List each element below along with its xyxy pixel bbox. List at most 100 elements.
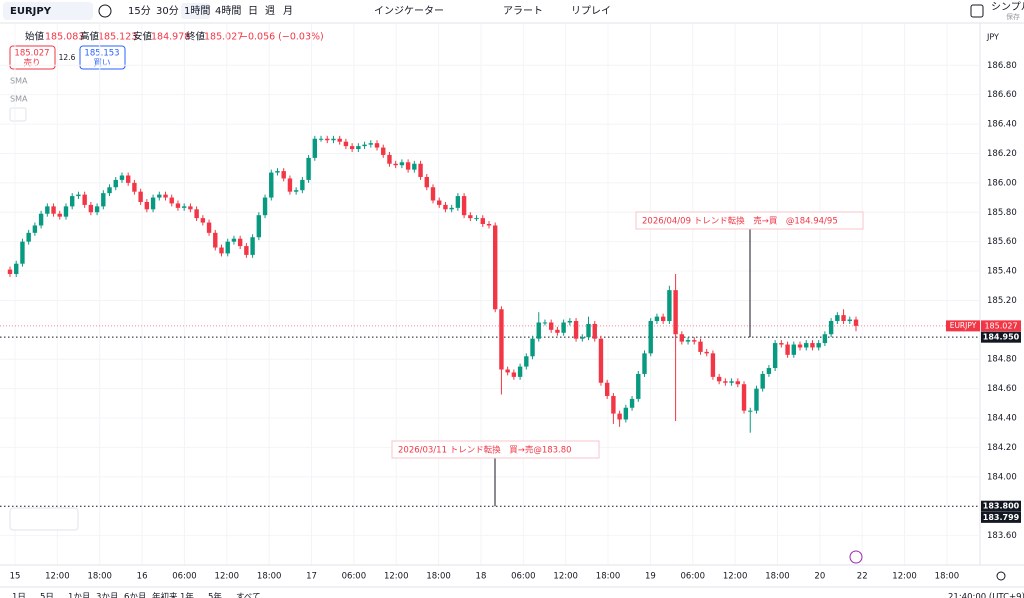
simple-button[interactable]: シンプル bbox=[991, 1, 1024, 13]
range-button[interactable]: 5日 bbox=[40, 593, 54, 598]
annotation-box bbox=[391, 440, 600, 459]
symbol-badge bbox=[946, 320, 980, 332]
sell-button[interactable] bbox=[9, 45, 56, 70]
candle-body bbox=[698, 341, 703, 352]
y-tick-label: 184.40 bbox=[987, 414, 1017, 424]
candle-body bbox=[368, 143, 373, 145]
candle-body bbox=[262, 197, 268, 216]
indicator-label[interactable]: SMA bbox=[10, 95, 28, 104]
level-label: 184.950 bbox=[983, 333, 1020, 342]
candle-body bbox=[461, 196, 467, 216]
interval[interactable]: 30分 bbox=[156, 5, 179, 17]
candle-body bbox=[250, 237, 255, 255]
candle-body bbox=[237, 238, 243, 247]
candle-body bbox=[692, 340, 697, 342]
symbol[interactable]: EURJPY bbox=[10, 6, 52, 17]
x-tick-label: 18:00 bbox=[87, 572, 112, 582]
candle-body bbox=[337, 138, 342, 142]
candle-body bbox=[667, 290, 672, 322]
interval[interactable]: 日 bbox=[248, 6, 258, 17]
candle-body bbox=[293, 190, 299, 192]
candle-body bbox=[835, 315, 840, 322]
candle-body bbox=[654, 316, 660, 322]
buy-price[interactable]: 185.153 bbox=[84, 49, 119, 59]
collapse-button[interactable] bbox=[9, 107, 27, 122]
candle-body bbox=[287, 178, 293, 192]
sell-price[interactable]: 185.027 bbox=[14, 49, 49, 59]
candle-body bbox=[511, 372, 517, 377]
candle-body bbox=[437, 200, 442, 205]
replay-button[interactable]: リプレイ bbox=[571, 5, 611, 17]
candle-body bbox=[455, 196, 461, 208]
x-tick-label: 12:00 bbox=[45, 572, 70, 582]
x-tick-label: 12:00 bbox=[892, 572, 917, 582]
candle-body bbox=[629, 398, 635, 408]
sell-label[interactable]: 売り bbox=[23, 58, 40, 69]
range-button[interactable]: 1年 bbox=[180, 592, 194, 598]
candle-body bbox=[853, 319, 859, 326]
y-tick-label: 185.40 bbox=[987, 267, 1017, 277]
candle-body bbox=[418, 163, 423, 177]
spread: 12.6 bbox=[59, 53, 76, 62]
legend-label: 高値 bbox=[80, 31, 100, 43]
candle-body bbox=[393, 163, 398, 166]
range-button[interactable]: 年初来 bbox=[152, 592, 178, 598]
candle-body bbox=[244, 246, 249, 255]
save-button[interactable]: 保存 bbox=[1006, 12, 1020, 21]
interval[interactable]: 1時間 bbox=[184, 5, 210, 17]
candle-body bbox=[300, 179, 305, 191]
x-tick-label: 18:00 bbox=[935, 572, 960, 582]
candle-body bbox=[679, 334, 685, 342]
range-button[interactable]: 1か月 bbox=[68, 593, 90, 598]
interval[interactable]: 4時間 bbox=[215, 5, 241, 17]
interval[interactable]: 週 bbox=[265, 5, 275, 17]
candle-body bbox=[474, 218, 479, 220]
y-tick-label: 186.20 bbox=[987, 149, 1017, 159]
x-tick-label: 12:00 bbox=[723, 572, 748, 582]
candle-body bbox=[101, 193, 106, 207]
symbol-box[interactable] bbox=[3, 2, 93, 20]
candle-body bbox=[32, 225, 38, 233]
buy-button[interactable] bbox=[79, 45, 126, 70]
candle-body bbox=[797, 344, 803, 348]
range-button[interactable]: 5年 bbox=[208, 592, 222, 598]
y-tick-label: 184.20 bbox=[987, 443, 1017, 453]
range-button[interactable]: 1日 bbox=[12, 593, 26, 598]
candle-body bbox=[20, 241, 25, 264]
y-tick-label: 186.00 bbox=[987, 178, 1017, 188]
interval[interactable]: 月 bbox=[283, 5, 293, 17]
candle-body bbox=[206, 222, 212, 233]
candle-body bbox=[331, 138, 336, 141]
candle-body bbox=[88, 204, 94, 213]
level-label: 183.800 bbox=[983, 502, 1020, 511]
range-button[interactable]: すべて bbox=[236, 593, 261, 598]
indicators-button[interactable]: インジケーター bbox=[374, 5, 444, 17]
candle-body bbox=[76, 194, 81, 197]
range-button[interactable]: 3か月 bbox=[96, 593, 118, 598]
level-label: 183.799 bbox=[983, 513, 1020, 522]
last-price-badge bbox=[981, 320, 1021, 332]
candle-body bbox=[144, 201, 150, 210]
candle-body bbox=[785, 344, 790, 355]
interval[interactable]: 15分 bbox=[128, 5, 151, 17]
candle-body bbox=[791, 344, 796, 355]
add-symbol[interactable] bbox=[98, 4, 112, 18]
settings-icon[interactable] bbox=[996, 571, 1006, 581]
checkbox[interactable] bbox=[970, 4, 984, 18]
alert-button[interactable]: アラート bbox=[503, 5, 543, 17]
candle-body bbox=[847, 319, 852, 322]
news-icon[interactable] bbox=[849, 550, 863, 564]
range-button[interactable]: 6か月 bbox=[124, 593, 146, 598]
buy-label[interactable]: 買い bbox=[93, 59, 110, 69]
y-tick-label: 186.80 bbox=[987, 61, 1017, 71]
indicator-label[interactable]: SMA bbox=[10, 77, 28, 86]
candle-body bbox=[269, 172, 274, 198]
y-tick-label: 184.00 bbox=[987, 472, 1017, 482]
clock: 21:40:00 (UTC+9) bbox=[948, 593, 1024, 598]
candle-body bbox=[704, 351, 709, 354]
legend-value: 185.083 bbox=[45, 32, 84, 43]
candle-body bbox=[486, 224, 492, 226]
level-badge bbox=[981, 331, 1021, 343]
drawing-toolbar[interactable] bbox=[9, 507, 79, 531]
